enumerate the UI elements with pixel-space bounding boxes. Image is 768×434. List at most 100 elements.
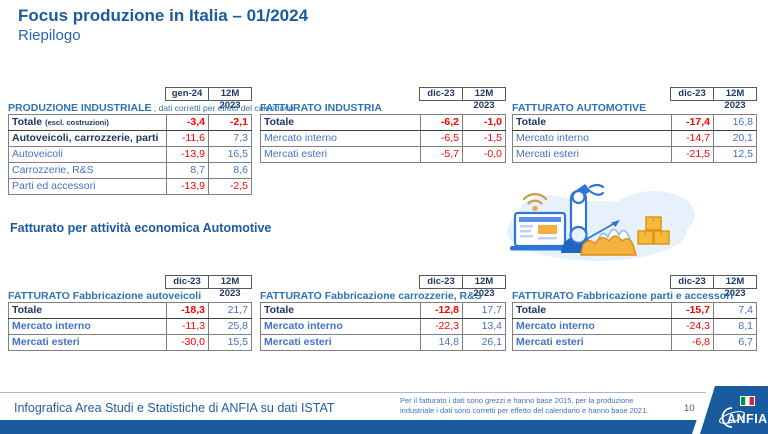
row-label: Carrozzerie, R&S bbox=[8, 162, 167, 179]
row-label: Mercati esteri bbox=[260, 334, 421, 351]
value-cell: 8,6 bbox=[208, 162, 252, 179]
value-cell: -1,5 bbox=[462, 130, 506, 147]
table-row: Mercato interno -22,3 13,4 bbox=[260, 318, 506, 335]
page-number: 10 bbox=[684, 403, 695, 414]
value-cell: -21,5 bbox=[671, 146, 714, 163]
table-group-fabbricazione-autoveicoli: dic-23 12M 2023 FATTURATO Fabbricazione … bbox=[8, 275, 252, 351]
table-title: PRODUZIONE INDUSTRIALE , dati corretti p… bbox=[8, 102, 294, 114]
col-header-period: dic-23 bbox=[165, 275, 209, 289]
value-cell: -1,0 bbox=[462, 114, 506, 131]
value-cell: -18,3 bbox=[166, 302, 209, 319]
col-header-period: dic-23 bbox=[419, 87, 463, 101]
table-header-row: dic-23 12M 2023 bbox=[260, 275, 506, 299]
data-table: Totale -18,3 21,7 Mercato interno -11,3 … bbox=[8, 302, 252, 351]
value-cell: 25,8 bbox=[208, 318, 252, 335]
robot-arm-icon bbox=[561, 183, 605, 253]
col-header-12m: 12M 2023 bbox=[208, 275, 252, 299]
table-group-fabbricazione-parti: dic-23 12M 2023 FATTURATO Fabbricazione … bbox=[512, 275, 757, 351]
row-label: Autoveicoli bbox=[8, 146, 167, 163]
table-header-row: dic-23 12M 2023 bbox=[8, 275, 252, 299]
value-cell: -3,4 bbox=[166, 114, 209, 131]
table-row: Carrozzerie, R&S 8,7 8,6 bbox=[8, 162, 252, 179]
table-row: Autoveicoli -13,9 16,5 bbox=[8, 146, 252, 163]
row-label: Totale bbox=[8, 302, 167, 319]
table-header-row: dic-23 12M 2023 bbox=[512, 87, 757, 111]
table-row: Mercati esteri -5,7 -0,0 bbox=[260, 146, 506, 163]
table-title-main: PRODUZIONE INDUSTRIALE bbox=[8, 102, 152, 114]
data-table: Totale -15,7 7,4 Mercato interno -24,3 8… bbox=[512, 302, 757, 351]
value-cell: 21,7 bbox=[208, 302, 252, 319]
footer-divider bbox=[0, 392, 768, 393]
robot-arm-automation-illustration bbox=[507, 183, 695, 261]
value-cell: -13,9 bbox=[166, 178, 209, 195]
row-label: Totale bbox=[512, 302, 672, 319]
col-header-period: gen-24 bbox=[165, 87, 209, 101]
table-row: Mercato interno -14,7 20,1 bbox=[512, 130, 757, 147]
value-cell: 7,4 bbox=[713, 302, 757, 319]
table-row: Totale -17,4 16,8 bbox=[512, 114, 757, 131]
col-header-12m: 12M 2023 bbox=[208, 87, 252, 111]
row-label: Mercato interno bbox=[512, 318, 672, 335]
table-title: FATTURATO INDUSTRIA bbox=[260, 102, 382, 114]
value-cell: -6,2 bbox=[420, 114, 463, 131]
value-cell: 8,7 bbox=[166, 162, 209, 179]
table-title-note: , dati corretti per effetti del calendar… bbox=[151, 103, 294, 113]
value-cell: -0,0 bbox=[462, 146, 506, 163]
material-pile-icon bbox=[580, 235, 638, 256]
row-label: Totale bbox=[512, 114, 672, 131]
laptop-icon bbox=[510, 211, 571, 251]
anfia-logo-text: ANFIA bbox=[727, 412, 768, 426]
value-cell: -11,6 bbox=[166, 130, 209, 147]
data-table: Totale (escl. costruzioni) -3,4 -2,1 Aut… bbox=[8, 114, 252, 195]
table-row: Mercati esteri -30,0 15,5 bbox=[8, 334, 252, 351]
wifi-icon bbox=[522, 193, 548, 212]
value-cell: -5,7 bbox=[420, 146, 463, 163]
col-header-12m: 12M 2023 bbox=[462, 275, 506, 299]
footer-note-line1: Per il fatturato i dati sono grezzi e ha… bbox=[400, 396, 634, 405]
page-subtitle: Riepilogo bbox=[18, 27, 81, 44]
table-title: FATTURATO AUTOMOTIVE bbox=[512, 102, 647, 114]
value-cell: -17,4 bbox=[671, 114, 714, 131]
table-group-produzione-industriale: gen-24 12M 2023 PRODUZIONE INDUSTRIALE ,… bbox=[8, 87, 294, 195]
row-label: Mercati esteri bbox=[512, 334, 672, 351]
row-label: Totale bbox=[260, 114, 421, 131]
value-cell: -6,5 bbox=[420, 130, 463, 147]
bottom-bar bbox=[0, 420, 768, 434]
footer-source-text: Infografica Area Studi e Statistiche di … bbox=[14, 401, 335, 415]
col-header-12m: 12M 2023 bbox=[713, 87, 757, 111]
value-cell: -6,8 bbox=[671, 334, 714, 351]
table-group-fatturato-industria: dic-23 12M 2023 FATTURATO INDUSTRIA Tota… bbox=[260, 87, 506, 163]
italian-flag-icon bbox=[740, 396, 755, 406]
row-label-text: Totale bbox=[12, 116, 43, 128]
table-row: Totale -15,7 7,4 bbox=[512, 302, 757, 319]
table-row: Mercato interno -6,5 -1,5 bbox=[260, 130, 506, 147]
col-header-12m: 12M 2023 bbox=[462, 87, 506, 111]
footer-methodology-note: Per il fatturato i dati sono grezzi e ha… bbox=[400, 396, 665, 416]
col-header-period: dic-23 bbox=[670, 275, 714, 289]
table-row: Totale (escl. costruzioni) -3,4 -2,1 bbox=[8, 114, 252, 131]
row-label: Mercato interno bbox=[512, 130, 672, 147]
table-title: FATTURATO Fabbricazione parti e accessor… bbox=[512, 290, 734, 302]
value-cell: 13,4 bbox=[462, 318, 506, 335]
row-label: Totale bbox=[260, 302, 421, 319]
value-cell: 7,3 bbox=[208, 130, 252, 147]
table-title: FATTURATO Fabbricazione autoveicoli bbox=[8, 290, 202, 302]
value-cell: -22,3 bbox=[420, 318, 463, 335]
row-label: Autoveicoli, carrozzerie, parti bbox=[8, 130, 167, 147]
value-cell: -15,7 bbox=[671, 302, 714, 319]
value-cell: -11,3 bbox=[166, 318, 209, 335]
table-row: Totale -12,8 17,7 bbox=[260, 302, 506, 319]
col-header-12m: 12M 2023 bbox=[713, 275, 757, 299]
table-header-row: dic-23 12M 2023 bbox=[512, 275, 757, 299]
value-cell: 16,5 bbox=[208, 146, 252, 163]
value-cell: 26,1 bbox=[462, 334, 506, 351]
boxes-icon bbox=[637, 216, 670, 245]
row-label: Mercati esteri bbox=[512, 146, 672, 163]
data-table: Totale -6,2 -1,0 Mercato interno -6,5 -1… bbox=[260, 114, 506, 163]
value-cell: -2,5 bbox=[208, 178, 252, 195]
row-label: Totale (escl. costruzioni) bbox=[8, 114, 167, 131]
value-cell: 14,8 bbox=[420, 334, 463, 351]
row-label: Parti ed accessori bbox=[8, 178, 167, 195]
data-table: Totale -12,8 17,7 Mercato interno -22,3 … bbox=[260, 302, 506, 351]
